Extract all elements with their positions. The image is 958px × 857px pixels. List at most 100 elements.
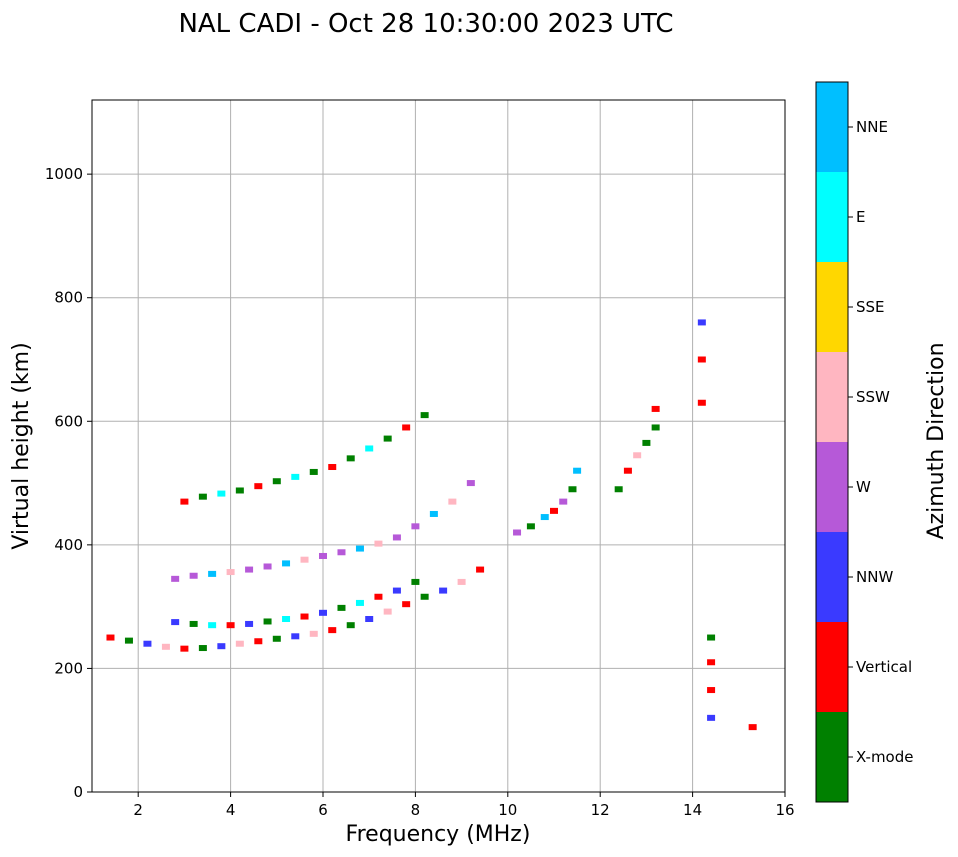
echo-mark xyxy=(429,510,438,517)
colorbar-segment xyxy=(816,532,848,622)
echo-mark xyxy=(282,616,291,622)
echo-mark xyxy=(300,613,309,620)
echo-mark xyxy=(106,634,115,641)
echo-mark xyxy=(411,523,420,530)
x-tick-label: 16 xyxy=(775,801,794,819)
colorbar-label: NNE xyxy=(856,118,888,136)
y-axis-ticks: 0 200 400 600 800 1000 xyxy=(45,165,92,801)
echo-mark xyxy=(235,640,244,647)
echo-mark xyxy=(448,498,457,505)
chart-title: NAL CADI - Oct 28 10:30:00 2023 UTC xyxy=(178,9,673,39)
echo-mark xyxy=(217,490,226,497)
y-tick-label: 200 xyxy=(54,659,83,677)
echo-mark xyxy=(559,498,568,505)
echo-mark xyxy=(198,645,207,652)
plot-frame xyxy=(91,99,786,793)
echo-mark xyxy=(226,622,235,629)
echo-mark xyxy=(263,563,272,570)
echo-mark xyxy=(457,578,466,585)
echo-mark xyxy=(226,569,235,576)
echo-mark xyxy=(383,435,392,442)
colorbar-segment xyxy=(816,352,848,442)
echo-mark xyxy=(568,486,577,493)
echo-mark xyxy=(328,464,337,471)
echo-mark xyxy=(374,540,383,547)
echo-mark xyxy=(466,480,475,487)
y-tick-label: 1000 xyxy=(45,165,83,183)
y-axis-label: Virtual height (km) xyxy=(9,342,34,549)
echo-mark xyxy=(439,587,448,594)
colorbar-title: Azimuth Direction xyxy=(924,342,949,539)
y-tick-label: 800 xyxy=(54,289,83,307)
echo-mark xyxy=(282,560,291,567)
colorbar-label: NNW xyxy=(856,568,893,586)
echo-mark xyxy=(346,455,355,462)
colorbar-segment xyxy=(816,712,848,802)
echo-mark xyxy=(420,593,429,600)
echo-mark xyxy=(402,424,411,431)
colorbar-label: W xyxy=(856,478,871,496)
echo-mark xyxy=(319,609,327,616)
echo-mark xyxy=(420,412,429,419)
echo-mark xyxy=(161,643,170,650)
echo-mark xyxy=(217,643,226,650)
echo-mark xyxy=(707,714,716,721)
echo-mark xyxy=(550,507,558,514)
echo-mark xyxy=(189,620,198,627)
echo-mark xyxy=(309,630,318,637)
colorbar-segment xyxy=(816,622,848,712)
grid xyxy=(92,100,786,793)
y-tick-label: 400 xyxy=(54,536,83,554)
colorbar-label: E xyxy=(856,208,865,226)
x-tick-label: 2 xyxy=(133,801,143,819)
colorbar-segment xyxy=(816,82,848,172)
x-axis-ticks: 2 4 6 8 10 12 14 16 xyxy=(133,792,795,819)
echo-mark xyxy=(291,633,300,640)
echo-mark xyxy=(208,570,217,577)
echo-mark xyxy=(337,549,346,556)
echo-mark xyxy=(272,635,281,642)
echo-mark xyxy=(697,399,706,406)
echo-mark xyxy=(697,356,706,363)
echo-mark xyxy=(365,616,374,622)
echo-mark xyxy=(392,587,401,594)
echo-mark xyxy=(748,724,757,731)
echo-mark xyxy=(355,599,364,606)
echo-mark xyxy=(208,622,217,629)
echo-mark xyxy=(411,578,420,585)
echo-mark xyxy=(245,566,254,573)
colorbar-segment xyxy=(816,442,848,532)
echo-mark xyxy=(651,405,660,412)
echo-mark xyxy=(365,445,374,452)
echo-mark xyxy=(707,687,716,694)
echo-mark xyxy=(245,620,254,627)
echo-mark xyxy=(328,627,337,634)
echo-mark xyxy=(254,483,263,490)
echo-mark xyxy=(180,498,189,505)
echo-mark xyxy=(180,645,189,652)
echo-mark xyxy=(235,487,244,494)
echo-mark xyxy=(513,529,522,536)
echo-mark xyxy=(707,634,716,641)
echo-mark xyxy=(124,637,133,644)
echo-mark xyxy=(171,575,180,582)
colorbar-label: SSW xyxy=(856,388,890,406)
colorbar-frame xyxy=(815,81,849,803)
echo-mark xyxy=(383,608,392,615)
echo-mark xyxy=(526,523,535,530)
echo-mark xyxy=(402,601,411,608)
x-tick-label: 8 xyxy=(411,801,421,819)
echo-mark xyxy=(189,572,198,579)
echo-mark xyxy=(319,552,327,559)
colorbar-segment xyxy=(816,262,848,352)
echo-mark xyxy=(171,619,180,626)
echo-mark xyxy=(540,514,549,521)
echo-mark xyxy=(633,452,642,459)
echo-mark xyxy=(272,478,281,485)
data-marks xyxy=(106,319,757,731)
echo-mark xyxy=(642,439,651,446)
echo-mark xyxy=(143,640,152,647)
echo-mark xyxy=(291,473,300,480)
echo-mark xyxy=(254,638,263,645)
